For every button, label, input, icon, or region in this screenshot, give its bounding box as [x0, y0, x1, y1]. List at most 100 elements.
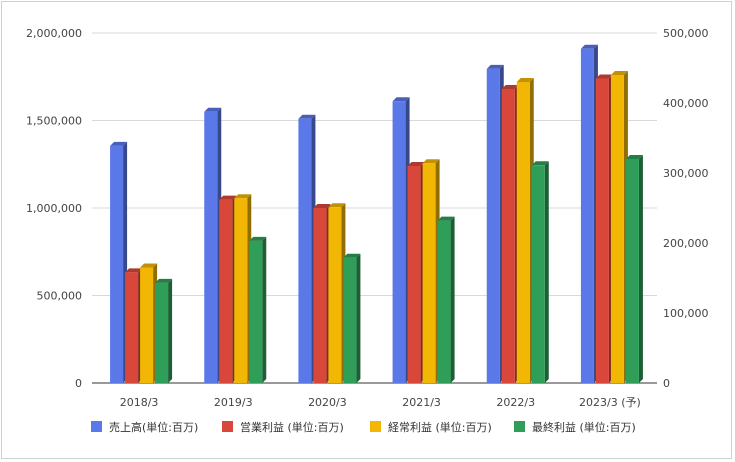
left-tick-label: 1,500,000: [26, 115, 82, 128]
bars: [110, 44, 643, 383]
legend-item: 売上高(単位:百万): [91, 420, 198, 434]
legend-item: 経常利益 (単位:百万): [370, 420, 492, 434]
bar: [219, 195, 237, 383]
legend-item: 営業利益 (単位:百万): [222, 420, 344, 434]
bar-face: [155, 282, 169, 383]
bar-face: [249, 240, 263, 383]
bar-face: [328, 207, 342, 383]
bar: [422, 159, 440, 383]
right-tick-label: 500,000: [663, 27, 709, 40]
category-label: 2018/3: [120, 396, 159, 409]
category-label: 2019/3: [214, 396, 253, 409]
legend-label: 営業利益 (単位:百万): [240, 420, 344, 434]
bar-face: [595, 78, 609, 383]
bar-top: [516, 78, 534, 82]
bar-side: [638, 155, 643, 383]
legend-swatch: [514, 421, 525, 432]
bar-top: [140, 263, 158, 268]
bar-face: [392, 101, 406, 383]
bar-top: [125, 268, 143, 273]
bar-top: [219, 195, 237, 200]
bar: [125, 268, 143, 383]
bar-face: [298, 118, 312, 383]
legend-swatch: [370, 421, 381, 432]
legend-swatch: [91, 421, 102, 432]
category-axis: 2018/3 2019/3 2020/3 2021/3 2022/3 2023/3 (予): [120, 396, 641, 409]
right-tick-label: 400,000: [663, 97, 709, 110]
bar-face: [516, 82, 530, 383]
bar-top: [610, 71, 628, 75]
right-tick-label: 100,000: [663, 307, 709, 320]
bar-side: [262, 236, 267, 383]
bar-top: [328, 203, 346, 208]
bar: [298, 114, 316, 383]
bar-face: [501, 89, 515, 383]
bar-top: [625, 155, 643, 159]
bar-side: [168, 278, 173, 383]
category-label: 2021/3: [402, 396, 441, 409]
legend-item: 最終利益 (単位:百万): [514, 420, 636, 434]
bar: [437, 216, 455, 383]
bar-top: [249, 236, 267, 241]
bar-face: [219, 199, 233, 383]
bar: [486, 64, 504, 383]
bar-face: [625, 159, 639, 383]
bar-top: [343, 253, 361, 258]
bar: [501, 85, 519, 383]
bar-top: [422, 159, 440, 164]
bar-face: [580, 48, 594, 383]
right-tick-label: 300,000: [663, 167, 709, 180]
bar-top: [407, 162, 425, 166]
category-label: 2020/3: [308, 396, 347, 409]
bar-top: [313, 204, 331, 208]
bar-face: [422, 163, 436, 383]
bar: [204, 107, 222, 383]
bar-top: [501, 85, 519, 89]
bar-top: [437, 216, 455, 221]
legend-swatch: [222, 421, 233, 432]
left-tick-label: 2,000,000: [26, 27, 82, 40]
bar: [140, 263, 158, 383]
legend: 売上高(単位:百万) 営業利益 (単位:百万) 経常利益 (単位:百万) 最終利益 (…: [91, 420, 636, 434]
right-axis: 0 100,000 200,000 300,000 400,000 500,000: [663, 27, 709, 390]
left-axis: 0 500,000 1,000,000 1,500,000 2,000,000: [26, 27, 82, 390]
bar: [625, 155, 643, 383]
legend-label: 経常利益 (単位:百万): [388, 420, 492, 434]
bar-face: [204, 111, 218, 383]
bar: [234, 194, 252, 383]
bar-top: [580, 44, 598, 49]
bar: [531, 161, 549, 383]
bar-side: [450, 216, 455, 383]
bar-face: [125, 272, 139, 383]
bar-side: [544, 161, 549, 383]
bar-face: [531, 165, 545, 383]
category-label: 2022/3: [496, 396, 535, 409]
bar: [328, 203, 346, 383]
right-tick-label: 200,000: [663, 237, 709, 250]
bar-face: [486, 68, 500, 383]
left-tick-label: 1,000,000: [26, 202, 82, 215]
bar-top: [155, 278, 173, 283]
bar: [407, 162, 425, 383]
bar-face: [234, 198, 248, 383]
bar: [516, 78, 534, 383]
left-tick-label: 0: [75, 377, 82, 390]
bar: [580, 44, 598, 383]
bar-face: [610, 75, 624, 383]
bar: [343, 253, 361, 383]
bar-face: [407, 166, 421, 383]
bar-face: [313, 208, 327, 383]
bar: [392, 97, 410, 383]
bar-face: [343, 257, 357, 383]
bar: [610, 71, 628, 383]
bar-top: [531, 161, 549, 166]
bar-face: [110, 145, 124, 383]
bar-top: [486, 64, 504, 69]
bar: [595, 74, 613, 383]
bar: [110, 141, 128, 383]
bar: [313, 204, 331, 383]
bar-top: [595, 74, 613, 79]
category-label: 2023/3 (予): [579, 396, 641, 409]
left-tick-label: 500,000: [37, 290, 83, 303]
